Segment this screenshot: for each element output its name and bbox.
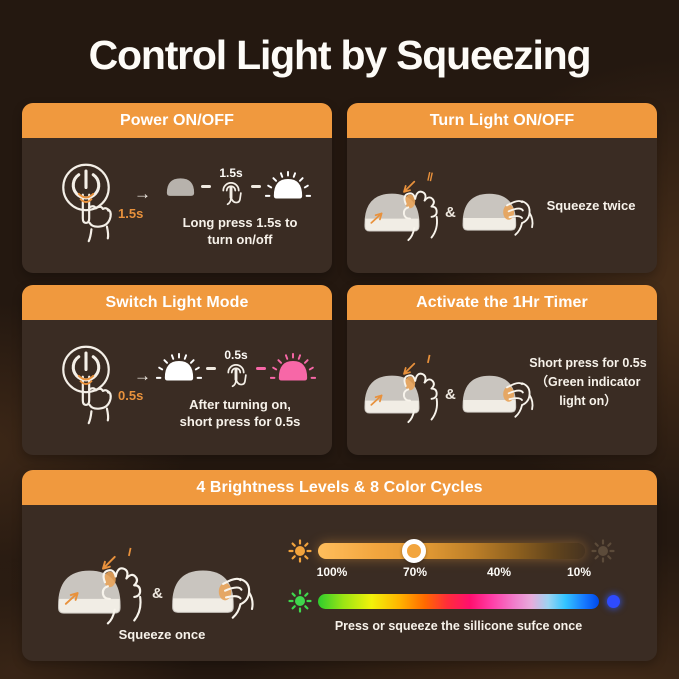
panel-power-on-off: Power ON/OFF 1.5s → 1.5s Long press 1.5s… [22, 103, 332, 273]
panel-brightness-header: 4 Brightness Levels & 8 Color Cycles [22, 470, 657, 505]
squeeze-lamp-press-icon [168, 557, 260, 634]
lamp-pink-on-icon [270, 353, 316, 385]
color-cycle-caption: Press or squeeze the sillicone sufce onc… [334, 619, 583, 633]
squeeze-lamp-pinch-icon [361, 178, 447, 254]
lamp-off-icon [164, 175, 197, 198]
tap-duration-label: 0.5s [224, 348, 248, 362]
tap-finger-icon [224, 363, 248, 389]
press-duration-label: 1.5s [118, 206, 144, 221]
tap-step: 1.5s [215, 166, 247, 207]
sequence-row: 1.5s [164, 166, 311, 207]
squeeze-lamps-group: I & [48, 545, 280, 634]
brightness-label: 40% [486, 565, 512, 579]
sliders-group: 100% 70% 40% 10% Press or squeeze the si… [288, 505, 638, 661]
panel-turn-light-body: ‖ & Squeeze twice [347, 138, 657, 273]
caption-line: After turning on, [189, 397, 291, 412]
panel-power-header-label: Power ON/OFF [119, 111, 235, 129]
color-cycle-row [288, 589, 620, 613]
press-duration-label: 0.5s [118, 388, 144, 403]
page-title: Control Light by Squeezing [88, 32, 592, 78]
panel-turn-light-header-label: Turn Light ON/OFF [429, 111, 575, 129]
panel-timer-caption: Short press for 0.5s （Green indicator li… [525, 354, 651, 410]
squeeze-lamp-press-icon [459, 182, 539, 249]
panel-brightness-color: 4 Brightness Levels & 8 Color Cycles I &… [22, 470, 657, 661]
panel-turn-light-caption: Squeeze twice [546, 198, 636, 213]
dash-separator [206, 367, 216, 370]
ampersand-label: & [152, 585, 163, 602]
ampersand-label: & [445, 386, 456, 403]
brightness-gradient-bar [318, 539, 585, 563]
caption-line: （Green indicator [535, 374, 641, 389]
panel-turn-light-header: Turn Light ON/OFF [347, 103, 657, 138]
arrow-right-icon: → [134, 366, 151, 385]
panel-timer: Activate the 1Hr Timer I & Short press f… [347, 285, 657, 455]
caption-line: Long press 1.5s to [182, 215, 298, 230]
panel-turn-light: Turn Light ON/OFF ‖ & Squeeze twice [347, 103, 657, 273]
brightness-labels-row: 100% 70% 40% 10% [316, 565, 591, 580]
brightness-level-marker [402, 539, 427, 563]
squeeze-lamp-pinch-icon [361, 360, 447, 436]
ampersand-label: & [445, 204, 456, 221]
lamp-on-icon [265, 171, 311, 203]
sequence-row: 0.5s [156, 348, 316, 389]
power-button-press-icon: 1.5s [46, 146, 146, 258]
brightness-label: 100% [316, 565, 348, 579]
panel-brightness-header-label: 4 Brightness Levels & 8 Color Cycles [196, 478, 483, 496]
dash-separator [251, 185, 261, 188]
panel-switch-mode-caption: After turning on, short press for 0.5s [148, 396, 332, 430]
panel-power-body: 1.5s → 1.5s Long press 1.5s to turn on/o… [22, 138, 332, 273]
panel-brightness-body: I & Squeeze once 100% 70% 40% 10% [22, 505, 657, 661]
power-button-hand-icon [46, 328, 146, 440]
tap-step: 0.5s [220, 348, 252, 389]
tap-finger-icon [219, 181, 243, 207]
sun-bright-icon [288, 539, 312, 563]
arrow-right-icon: → [134, 184, 151, 203]
panel-switch-mode: Switch Light Mode 0.5s → 0.5s After turn… [22, 285, 332, 455]
panel-switch-mode-body: 0.5s → 0.5s After turning on, short pres… [22, 320, 332, 455]
brightness-slider-row [288, 539, 615, 563]
brightness-label: 10% [566, 565, 592, 579]
panel-power-header: Power ON/OFF [22, 103, 332, 138]
brightness-label: 70% [402, 565, 428, 579]
dash-separator [201, 185, 211, 188]
squeeze-lamps-group: I & [361, 352, 541, 451]
dash-separator-pink [256, 367, 266, 370]
panel-timer-body: I & Short press for 0.5s （Green indicato… [347, 320, 657, 455]
caption-line: light on） [559, 393, 617, 408]
panel-switch-mode-header: Switch Light Mode [22, 285, 332, 320]
panel-switch-mode-header-label: Switch Light Mode [105, 293, 249, 311]
panel-power-caption: Long press 1.5s to turn on/off [148, 214, 332, 248]
caption-line: turn on/off [207, 232, 273, 248]
tap-duration-label: 1.5s [219, 166, 243, 180]
power-button-press-icon: 0.5s [46, 328, 146, 440]
sun-dim-icon [591, 539, 615, 563]
squeeze-lamps-group: ‖ & [361, 170, 541, 269]
panel-timer-header: Activate the 1Hr Timer [347, 285, 657, 320]
sun-green-icon [288, 589, 312, 613]
rainbow-gradient-bar [318, 593, 599, 609]
panel-timer-header-label: Activate the 1Hr Timer [416, 293, 588, 311]
power-button-hand-icon [46, 146, 146, 258]
caption-line: short press for 0.5s [179, 414, 301, 430]
blue-dot-icon [607, 594, 620, 608]
lamp-white-on-icon [156, 353, 202, 385]
caption-line: Short press for 0.5s [529, 356, 647, 370]
squeeze-once-caption: Squeeze once [118, 627, 206, 642]
